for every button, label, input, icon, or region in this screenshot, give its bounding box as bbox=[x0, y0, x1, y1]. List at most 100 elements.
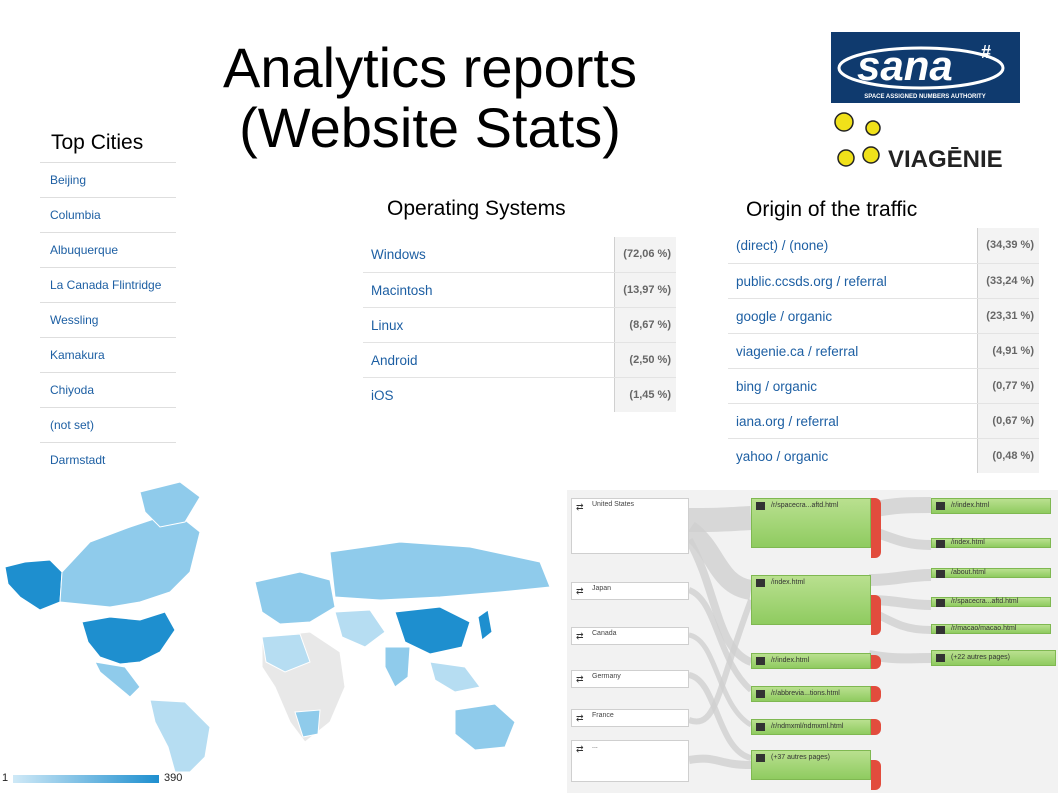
source-link[interactable]: bing / organic bbox=[736, 379, 818, 394]
map-region-australia bbox=[454, 703, 516, 751]
flow-page-node[interactable]: /about.html bbox=[931, 568, 1051, 578]
flow-page-node[interactable]: /index.html bbox=[751, 575, 871, 625]
flow-page-label: /r/index.html bbox=[771, 657, 810, 664]
city-link[interactable]: (not set) bbox=[40, 407, 176, 442]
table-row: Android (2,50 %) bbox=[363, 342, 676, 377]
map-region-alaska bbox=[4, 559, 63, 611]
traffic-origin-heading: Origin of the traffic bbox=[746, 198, 918, 221]
source-link[interactable]: viagenie.ca / referral bbox=[736, 344, 859, 359]
page-icon bbox=[936, 654, 945, 662]
flow-page-node[interactable]: /r/spacecra...aftd.html bbox=[751, 498, 871, 548]
visitor-flow: ⇄ United States ⇄ Japan ⇄ Canada ⇄ Germany ⇄… bbox=[567, 490, 1058, 793]
flow-country-node[interactable]: ⇄ Japan bbox=[571, 582, 689, 600]
os-link[interactable]: Android bbox=[371, 353, 418, 368]
map-region-europe bbox=[254, 571, 336, 625]
source-percent: (23,31 %) bbox=[977, 299, 1039, 333]
flow-country-node[interactable]: ⇄ Germany bbox=[571, 670, 689, 688]
flow-page-node[interactable]: (+22 autres pages) bbox=[931, 650, 1056, 666]
city-link[interactable]: Wessling bbox=[40, 302, 176, 337]
flow-page-node[interactable]: /r/abbrevia...tions.html bbox=[751, 686, 871, 702]
flow-page-node[interactable]: /index.html bbox=[931, 538, 1051, 548]
os-percent: (72,06 %) bbox=[614, 237, 676, 272]
flow-page-node[interactable]: /r/ndmxml/ndmxml.html bbox=[751, 719, 871, 735]
table-row: Linux (8,67 %) bbox=[363, 307, 676, 342]
city-link[interactable]: La Canada Flintridge bbox=[40, 267, 176, 302]
city-link[interactable]: Columbia bbox=[40, 197, 176, 232]
map-region-india bbox=[384, 646, 411, 688]
source-percent: (33,24 %) bbox=[977, 264, 1039, 298]
map-region-south-africa bbox=[294, 709, 321, 738]
flow-arrows-icon: ⇄ bbox=[576, 744, 584, 754]
flow-page-label: /r/index.html bbox=[951, 502, 990, 509]
page-icon bbox=[756, 502, 765, 510]
sana-logo-mark: # bbox=[981, 42, 991, 62]
os-link[interactable]: iOS bbox=[371, 388, 394, 403]
os-link[interactable]: Windows bbox=[371, 247, 426, 262]
operating-systems-heading: Operating Systems bbox=[387, 197, 566, 220]
flow-page-label: (+37 autres pages) bbox=[771, 754, 830, 761]
sana-logo-subtitle: SPACE ASSIGNED NUMBERS AUTHORITY bbox=[864, 94, 985, 100]
source-percent: (4,91 %) bbox=[977, 334, 1039, 368]
table-row: viagenie.ca / referral (4,91 %) bbox=[728, 333, 1039, 368]
flow-country-label: United States bbox=[592, 501, 635, 508]
sana-logo: sana # SPACE ASSIGNED NUMBERS AUTHORITY bbox=[831, 32, 1020, 103]
flow-dropoff bbox=[871, 595, 881, 635]
source-percent: (0,67 %) bbox=[977, 404, 1039, 438]
flow-country-label: Germany bbox=[592, 673, 621, 680]
flow-page-node[interactable]: /r/spacecra...aftd.html bbox=[931, 597, 1051, 607]
source-link[interactable]: iana.org / referral bbox=[736, 414, 839, 429]
flow-dropoff bbox=[871, 498, 881, 558]
flow-country-label: France bbox=[592, 712, 614, 719]
page-icon bbox=[756, 723, 765, 731]
operating-systems-table: Windows (72,06 %) Macintosh (13,97 %) Li… bbox=[363, 237, 676, 412]
source-link[interactable]: yahoo / organic bbox=[736, 449, 829, 464]
source-link[interactable]: (direct) / (none) bbox=[736, 238, 829, 253]
os-link[interactable]: Linux bbox=[371, 318, 404, 333]
map-legend-max: 390 bbox=[164, 772, 183, 784]
viagenie-logo-text: VIAGĒNIE bbox=[888, 146, 1003, 172]
city-link[interactable]: Beijing bbox=[40, 162, 176, 197]
flow-page-label: /index.html bbox=[951, 539, 985, 546]
world-map[interactable] bbox=[0, 472, 560, 773]
flow-page-label: /r/abbrevia...tions.html bbox=[771, 690, 840, 697]
source-percent: (34,39 %) bbox=[977, 228, 1039, 263]
os-link[interactable]: Macintosh bbox=[371, 283, 433, 298]
city-link[interactable]: Albuquerque bbox=[40, 232, 176, 267]
table-row: yahoo / organic (0,48 %) bbox=[728, 438, 1039, 473]
viagenie-logo: VIAGĒNIE bbox=[832, 110, 1022, 173]
os-percent: (1,45 %) bbox=[614, 378, 676, 412]
city-link[interactable]: Chiyoda bbox=[40, 372, 176, 407]
flow-page-node[interactable]: /r/macao/macao.html bbox=[931, 624, 1051, 634]
page-icon bbox=[756, 754, 765, 762]
map-region-usa bbox=[81, 611, 176, 665]
flow-country-node[interactable]: ⇄ Canada bbox=[571, 627, 689, 645]
map-region-japan bbox=[477, 609, 493, 641]
map-region-canada bbox=[59, 511, 201, 608]
flow-dropoff bbox=[871, 760, 881, 790]
map-legend: 1 390 bbox=[0, 772, 200, 788]
flow-country-node[interactable]: ⇄... bbox=[571, 740, 689, 782]
page-icon bbox=[936, 570, 945, 578]
flow-page-node[interactable]: /r/index.html bbox=[931, 498, 1051, 514]
flow-page-node[interactable]: /r/index.html bbox=[751, 653, 871, 669]
flow-arrows-icon: ⇄ bbox=[576, 713, 584, 723]
flow-arrows-icon: ⇄ bbox=[576, 674, 584, 684]
flow-country-node[interactable]: ⇄ France bbox=[571, 709, 689, 727]
city-link[interactable]: Kamakura bbox=[40, 337, 176, 372]
flow-country-node[interactable]: ⇄ United States bbox=[571, 498, 689, 554]
flow-country-label: Japan bbox=[592, 585, 612, 592]
table-row: iana.org / referral (0,67 %) bbox=[728, 403, 1039, 438]
flow-page-label: /r/macao/macao.html bbox=[951, 625, 1017, 632]
flow-page-node[interactable]: (+37 autres pages) bbox=[751, 750, 871, 780]
flow-country-label: ... bbox=[592, 743, 598, 750]
top-cities-heading: Top Cities bbox=[51, 131, 144, 154]
flow-page-label: (+22 autres pages) bbox=[951, 654, 1010, 661]
source-link[interactable]: google / organic bbox=[736, 309, 833, 324]
table-row: google / organic (23,31 %) bbox=[728, 298, 1039, 333]
city-link[interactable]: Darmstadt bbox=[40, 442, 176, 477]
map-region-greenland bbox=[139, 481, 201, 528]
table-row: Macintosh (13,97 %) bbox=[363, 272, 676, 307]
page-icon bbox=[756, 579, 765, 587]
page-icon bbox=[936, 540, 945, 548]
source-link[interactable]: public.ccsds.org / referral bbox=[736, 274, 887, 289]
